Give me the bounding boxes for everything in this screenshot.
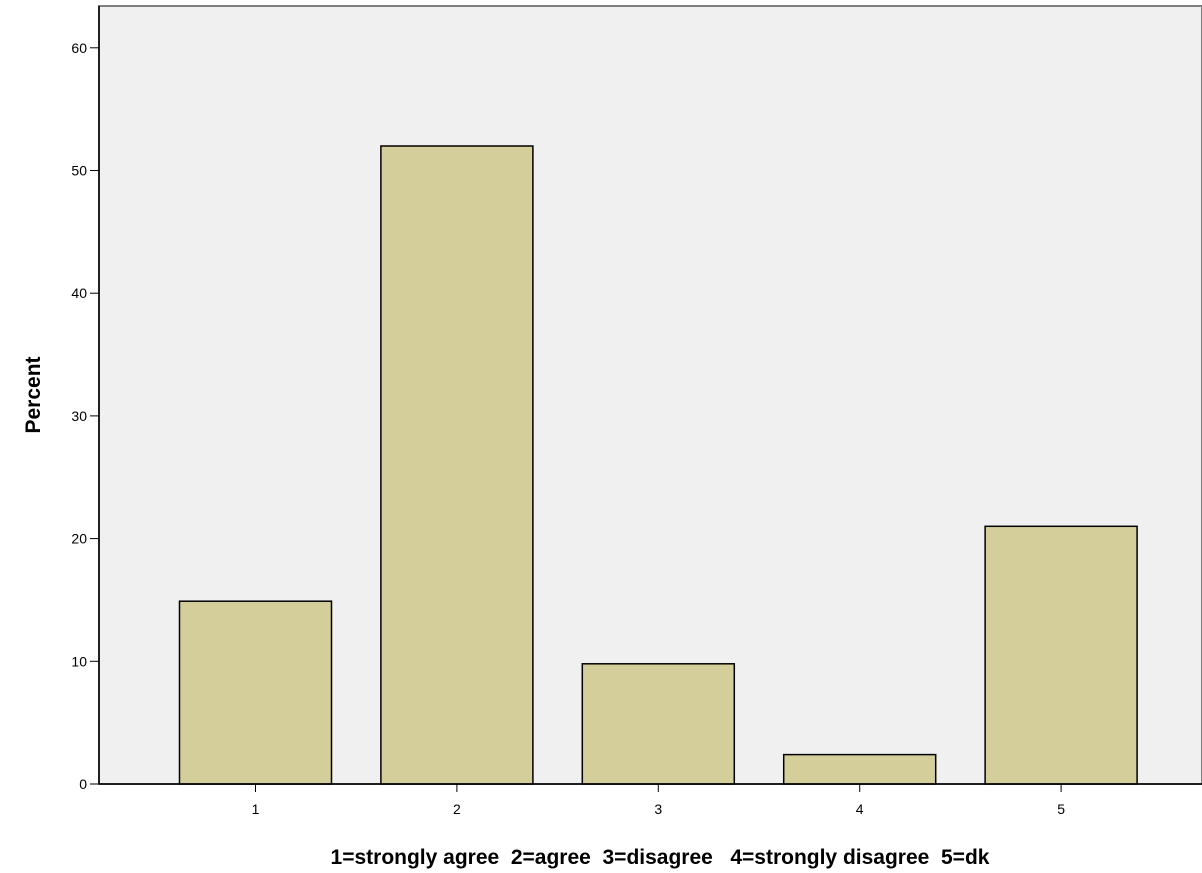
bar-4 [782, 753, 937, 785]
y-tick-label-40: 40 [71, 285, 87, 301]
bar-1 [178, 600, 333, 785]
x-tick-label-3: 3 [654, 801, 662, 817]
y-tick-label-30: 30 [71, 408, 87, 424]
y-axis: 0 10 20 30 40 50 60 [71, 6, 100, 792]
x-tick-label-2: 2 [453, 801, 461, 817]
y-tick-label-0: 0 [79, 776, 87, 792]
x-tick-label-1: 1 [252, 801, 260, 817]
x-axis-title: 1=strongly agree 2=agree 3=disagree 4=st… [331, 846, 990, 869]
y-tick-label-50: 50 [71, 163, 87, 179]
y-tick-label-60: 60 [71, 40, 87, 56]
x-tick-label-5: 5 [1057, 801, 1065, 817]
x-tick-label-4: 4 [856, 801, 864, 817]
y-axis-title: Percent [22, 356, 45, 433]
x-axis: 1 2 3 4 5 [99, 783, 1202, 817]
bar-2 [380, 145, 534, 785]
bar-3 [581, 663, 736, 785]
bar-5 [984, 525, 1138, 785]
y-tick-label-20: 20 [71, 531, 87, 547]
y-tick-label-10: 10 [71, 653, 87, 669]
